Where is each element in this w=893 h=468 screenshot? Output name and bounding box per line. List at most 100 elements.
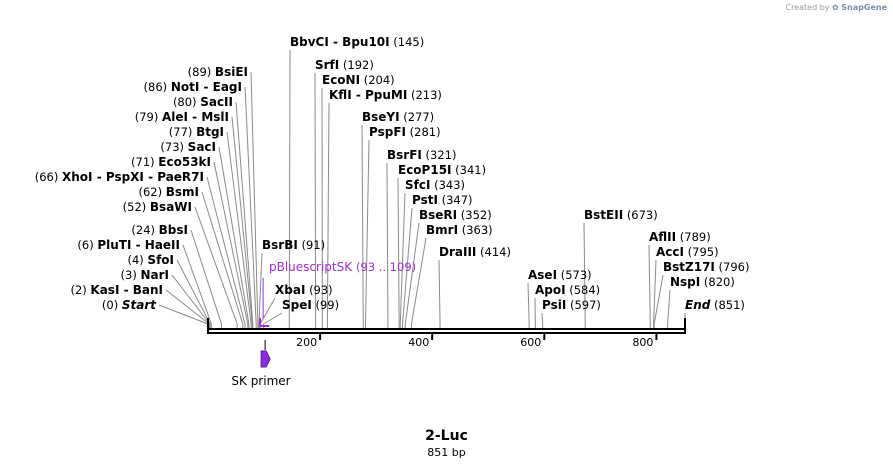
site-sacii[interactable]: (80) SacII — [173, 95, 233, 109]
sk-primer-label[interactable]: SK primer — [231, 374, 290, 388]
site-label[interactable]: BseYI (277) — [362, 110, 434, 124]
site-bbvci[interactable]: BbvCI - Bpu10I (145) — [290, 35, 424, 49]
site-saci[interactable]: (73) SacI — [160, 140, 216, 154]
site-label[interactable]: BbvCI - Bpu10I (145) — [290, 35, 424, 49]
site-label[interactable]: (79) AleI - MslI — [135, 110, 229, 124]
site-noti[interactable]: (86) NotI - EagI — [144, 80, 242, 94]
site-label[interactable]: (62) BsmI — [138, 185, 199, 199]
site-label[interactable]: AccI (795) — [656, 245, 719, 259]
site-position: (80) — [173, 95, 197, 109]
site-eco53ki[interactable]: (71) Eco53kI — [131, 155, 211, 169]
site-label[interactable]: (71) Eco53kI — [131, 155, 211, 169]
site-kasi[interactable]: (2) KasI - BanI — [70, 283, 163, 297]
site-label[interactable]: (80) SacII — [173, 95, 233, 109]
site-label[interactable]: XbaI (93) — [275, 283, 333, 297]
site-sfci[interactable]: SfcI (343) — [405, 178, 465, 192]
site-label[interactable]: BstZ17I (796) — [663, 260, 749, 274]
site-label[interactable]: KflI - PpuMI (213) — [329, 88, 442, 102]
site-position: (73) — [160, 140, 184, 154]
pbluescriptsk-label[interactable]: pBluescriptSK (93 .. 109) — [269, 260, 416, 274]
site-label[interactable]: BstEII (673) — [584, 208, 658, 222]
site-label[interactable]: End (851) — [685, 298, 745, 312]
site-label[interactable]: EcoP15I (341) — [398, 163, 486, 177]
site-bseri[interactable]: BseRI (352) — [419, 208, 492, 222]
site-bmri[interactable]: BmrI (363) — [426, 223, 493, 237]
site-end[interactable]: End (851) — [685, 298, 745, 312]
site-label[interactable]: (52) BsaWI — [123, 200, 192, 214]
site-xbai[interactable]: XbaI (93) — [275, 283, 333, 297]
site-label[interactable]: NspI (820) — [670, 275, 735, 289]
site-position: (597) — [570, 298, 601, 312]
site-label[interactable]: (86) NotI - EagI — [144, 80, 242, 94]
site-name: SfoI — [147, 253, 174, 267]
site-bsrbi[interactable]: BsrBI (91) — [262, 238, 325, 252]
site-label[interactable]: PstI (347) — [412, 193, 473, 207]
site-pluti[interactable]: (6) PluTI - HaeII — [77, 238, 180, 252]
site-label[interactable]: DraIII (414) — [439, 245, 511, 259]
credit-prefix: Created by — [785, 3, 830, 12]
axis-tick-label: 800 — [632, 336, 653, 349]
site-nari[interactable]: (3) NarI — [121, 268, 169, 282]
site-psti[interactable]: PstI (347) — [412, 193, 473, 207]
site-label[interactable]: BsrFI (321) — [387, 148, 456, 162]
site-label[interactable]: (2) KasI - BanI — [70, 283, 163, 297]
site-label[interactable]: SrfI (192) — [315, 58, 374, 72]
site-label[interactable]: (66) XhoI - PspXI - PaeR7I — [35, 170, 204, 184]
site-label[interactable]: EcoNI (204) — [322, 73, 395, 87]
site-label[interactable]: (89) BsiEI — [188, 65, 248, 79]
site-bseyi[interactable]: BseYI (277) — [362, 110, 434, 124]
site-label[interactable]: ApoI (584) — [535, 283, 600, 297]
site-label[interactable]: (77) BtgI — [169, 125, 224, 139]
site-label[interactable]: PspFI (281) — [369, 125, 441, 139]
site-label[interactable]: (6) PluTI - HaeII — [77, 238, 180, 252]
site-label[interactable]: AflII (789) — [649, 230, 711, 244]
site-spei[interactable]: SpeI (99) — [282, 298, 339, 312]
site-label[interactable]: SpeI (99) — [282, 298, 339, 312]
site-bsawi[interactable]: (52) BsaWI — [123, 200, 192, 214]
site-name: SacI — [188, 140, 216, 154]
site-asei[interactable]: AseI (573) — [528, 268, 592, 282]
site-aflii[interactable]: AflII (789) — [649, 230, 711, 244]
site-nspi[interactable]: NspI (820) — [670, 275, 735, 289]
site-position: (4) — [127, 253, 143, 267]
site-label[interactable]: SfcI (343) — [405, 178, 465, 192]
site-label[interactable]: (0) Start — [102, 298, 157, 312]
site-label[interactable]: BsrBI (91) — [262, 238, 325, 252]
site-position: (347) — [442, 193, 473, 207]
site-bsmi[interactable]: (62) BsmI — [138, 185, 199, 199]
site-alei[interactable]: (79) AleI - MslI — [135, 110, 229, 124]
site-pspfi[interactable]: PspFI (281) — [369, 125, 441, 139]
site-btgi[interactable]: (77) BtgI — [169, 125, 224, 139]
site-label[interactable]: (3) NarI — [121, 268, 169, 282]
pbluescriptsk-feature[interactable] — [259, 318, 270, 327]
site-label[interactable]: (4) SfoI — [127, 253, 174, 267]
site-draiii[interactable]: DraIII (414) — [439, 245, 511, 259]
site-ecop15i[interactable]: EcoP15I (341) — [398, 163, 486, 177]
site-bstz17i[interactable]: BstZ17I (796) — [663, 260, 749, 274]
site-name: BstEII — [584, 208, 623, 222]
restriction-map: (0) Start(2) KasI - BanI(3) NarI(4) SfoI… — [35, 35, 750, 388]
site-position: (77) — [169, 125, 193, 139]
site-econi[interactable]: EcoNI (204) — [322, 73, 395, 87]
site-position: (6) — [77, 238, 93, 252]
site-sfoi[interactable]: (4) SfoI — [127, 253, 174, 267]
site-start[interactable]: (0) Start — [102, 298, 157, 312]
site-srfi[interactable]: SrfI (192) — [315, 58, 374, 72]
site-bsiei[interactable]: (89) BsiEI — [188, 65, 248, 79]
site-label[interactable]: (24) BbsI — [131, 223, 188, 237]
site-label[interactable]: BseRI (352) — [419, 208, 492, 222]
site-kfli[interactable]: KflI - PpuMI (213) — [329, 88, 442, 102]
site-label[interactable]: (73) SacI — [160, 140, 216, 154]
sk-primer-arrow-icon[interactable] — [260, 350, 271, 368]
site-position: (414) — [480, 245, 511, 259]
site-bsteii[interactable]: BstEII (673) — [584, 208, 658, 222]
site-bbsi[interactable]: (24) BbsI — [131, 223, 188, 237]
site-xhoi[interactable]: (66) XhoI - PspXI - PaeR7I — [35, 170, 204, 184]
site-bsrfi[interactable]: BsrFI (321) — [387, 148, 456, 162]
site-label[interactable]: PsiI (597) — [542, 298, 601, 312]
site-label[interactable]: BmrI (363) — [426, 223, 493, 237]
site-apoi[interactable]: ApoI (584) — [535, 283, 600, 297]
site-label[interactable]: AseI (573) — [528, 268, 592, 282]
site-acci[interactable]: AccI (795) — [656, 245, 719, 259]
site-psii[interactable]: PsiI (597) — [542, 298, 601, 312]
